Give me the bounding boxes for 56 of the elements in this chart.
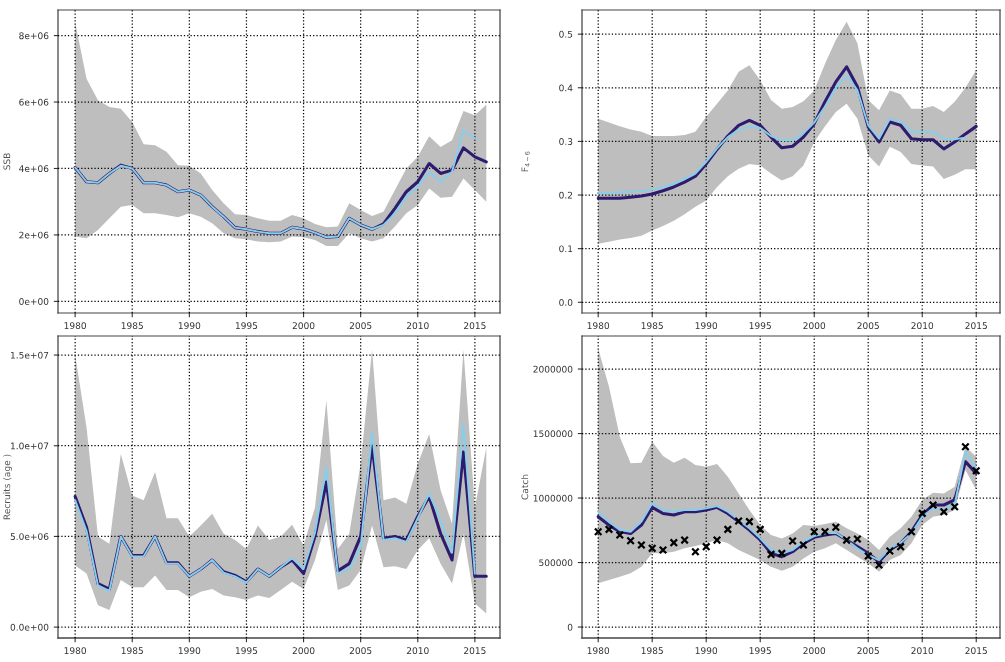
y-tick-label: 0e+00 xyxy=(19,298,49,305)
x-tick-label: 1985 xyxy=(121,322,143,330)
y-tick-label: 5.0e+06 xyxy=(10,533,49,540)
x-tick-label: 2015 xyxy=(965,647,987,655)
x-tick-label: 1995 xyxy=(749,322,771,330)
y-tick-label: 500000 xyxy=(539,559,573,567)
y-axis-title: Recruits (age ) xyxy=(3,454,12,520)
x-tick-label: 1980 xyxy=(64,647,87,655)
x-tick-label: 2000 xyxy=(292,322,315,330)
y-tick-label: 1.5e+07 xyxy=(11,351,49,359)
x-tick-label: 1980 xyxy=(587,647,610,655)
x-tick-label: 1985 xyxy=(641,322,663,330)
x-tick-label: 2005 xyxy=(349,647,372,655)
x-tick-label: 2010 xyxy=(406,647,429,655)
y-axis-title: Catch xyxy=(521,474,529,500)
x-tick-label: 1995 xyxy=(749,647,771,655)
y-tick-label: 8e+06 xyxy=(19,32,49,40)
y-tick-label: 0 xyxy=(567,623,573,631)
y-tick-label: 0.5 xyxy=(559,30,573,38)
x-tick-label: 1995 xyxy=(235,322,258,330)
y-tick-label: 0.0 xyxy=(559,299,573,306)
y-tick-label: 0.1 xyxy=(559,245,573,253)
y-tick-label: 2000000 xyxy=(533,365,573,373)
y-tick-label: 0.4 xyxy=(559,84,573,92)
x-tick-label: 2010 xyxy=(911,322,934,330)
x-tick-label: 2000 xyxy=(803,647,826,655)
x-tick-label: 1985 xyxy=(641,647,663,655)
x-tick-label: 2005 xyxy=(857,322,879,330)
x-tick-label: 2010 xyxy=(911,647,934,655)
x-tick-label: 2010 xyxy=(406,322,429,330)
x-tick-label: 1985 xyxy=(121,647,143,655)
y-tick-label: 2e+06 xyxy=(19,231,49,239)
x-tick-label: 2000 xyxy=(292,647,315,655)
y-axis-title: SSB xyxy=(3,153,11,170)
x-tick-label: 2015 xyxy=(464,647,486,655)
x-tick-label: 1990 xyxy=(178,647,201,655)
x-tick-label: 1990 xyxy=(695,647,718,655)
x-tick-label: 1995 xyxy=(235,647,258,655)
y-tick-label: 0.0e+00 xyxy=(10,623,49,631)
y-tick-label: 1.0e+07 xyxy=(11,442,49,450)
y-tick-label: 0.3 xyxy=(559,138,573,145)
y-tick-label: 1000000 xyxy=(533,494,573,502)
x-tick-label: 2005 xyxy=(857,647,879,655)
x-tick-label: 2000 xyxy=(803,322,826,330)
y-axis-title: F$_{4−6}$ xyxy=(521,151,530,172)
x-tick-label: 1980 xyxy=(64,322,87,330)
y-tick-label: 4e+06 xyxy=(19,165,49,173)
x-tick-label: 1990 xyxy=(178,322,201,330)
x-tick-label: 1990 xyxy=(695,322,718,330)
y-tick-label: 6e+06 xyxy=(19,98,49,106)
y-tick-label: 0.2 xyxy=(559,191,573,199)
x-tick-label: 2015 xyxy=(464,322,486,330)
y-tick-label: 1500000 xyxy=(533,430,573,438)
x-tick-label: 2005 xyxy=(349,322,372,330)
x-tick-label: 1980 xyxy=(587,322,610,330)
x-tick-label: 2015 xyxy=(965,322,987,330)
